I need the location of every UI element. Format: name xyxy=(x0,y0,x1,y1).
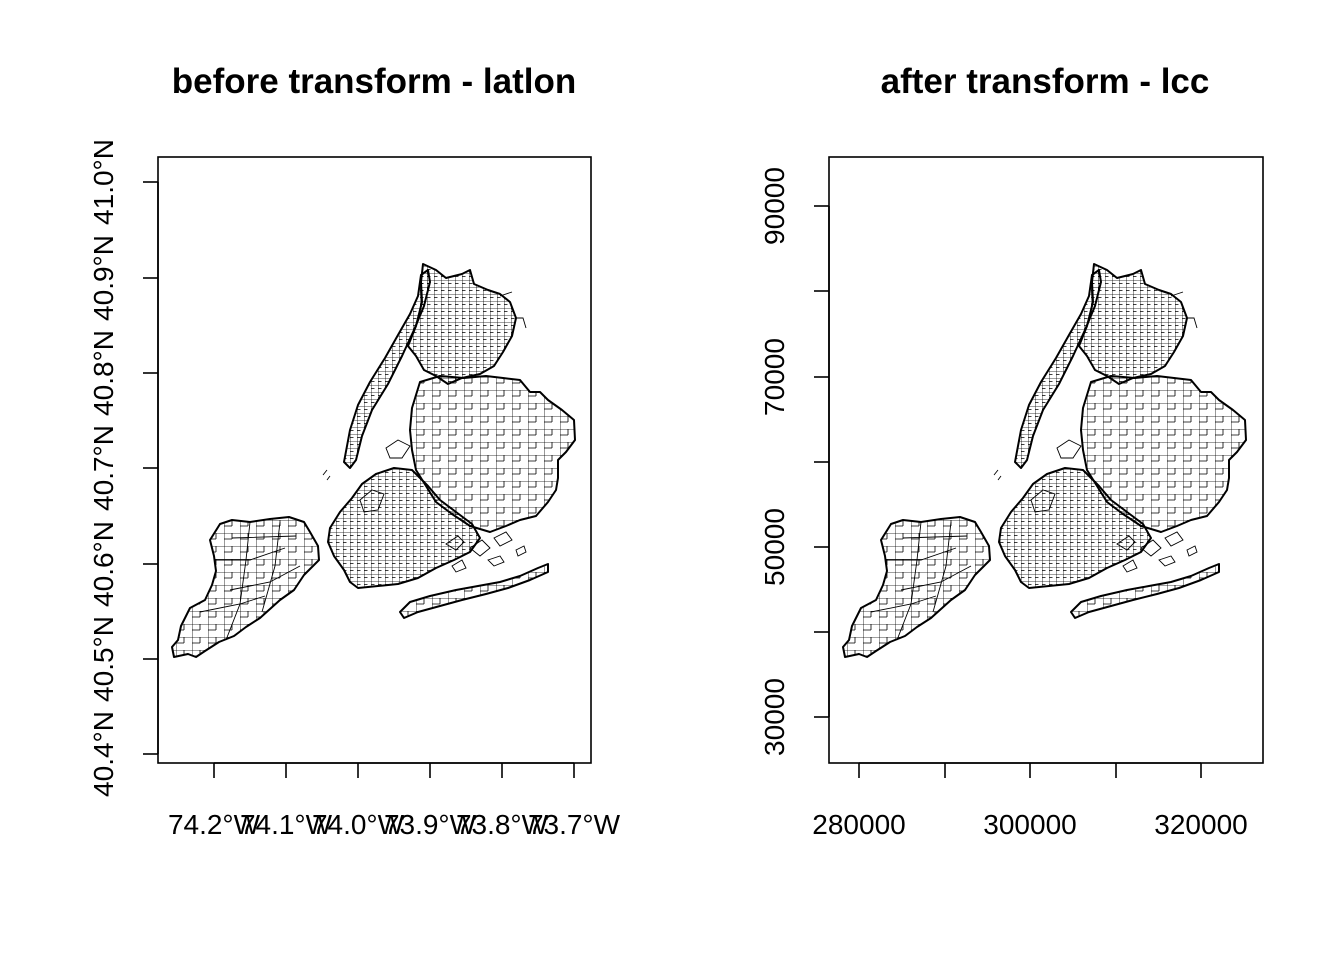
x-tick-label: 280000 xyxy=(812,809,905,840)
panel-title: after transform - lcc xyxy=(881,62,1210,101)
y-tick-label: 40.5°N xyxy=(88,616,119,702)
y-tick-label: 40.6°N xyxy=(88,521,119,607)
x-tick-label: 74.2°W xyxy=(168,809,261,840)
x-tick-label: 300000 xyxy=(983,809,1076,840)
y-tick-label: 50000 xyxy=(759,508,790,586)
y-axis: 40.4°N 40.5°N 40.6°N 40.7°N 40.8°N 40.9°… xyxy=(88,139,159,797)
y-axis: 30000 50000 70000 90000 xyxy=(759,167,830,756)
x-tick-label: 73.8°W xyxy=(456,809,549,840)
panel-title: before transform - latlon xyxy=(172,62,576,101)
panel-lcc: after transform - lcc 280000 300000 3200… xyxy=(759,62,1264,840)
y-tick-label: 40.8°N xyxy=(88,330,119,416)
x-axis: 280000 300000 320000 xyxy=(812,762,1248,840)
x-tick-label: 73.7°W xyxy=(528,809,621,840)
nyc-tract-map xyxy=(171,263,576,658)
x-tick-label: 74.0°W xyxy=(312,809,405,840)
nyc-tract-map xyxy=(842,263,1247,658)
y-tick-label: 70000 xyxy=(759,338,790,416)
y-tick-label: 40.7°N xyxy=(88,425,119,511)
y-tick-label: 30000 xyxy=(759,678,790,756)
x-tick-label: 74.1°W xyxy=(240,809,333,840)
y-tick-label: 41.0°N xyxy=(88,139,119,225)
panel-latlon: before transform - latlon 74.2°W 74.1°W … xyxy=(88,62,621,840)
y-tick-label: 40.9°N xyxy=(88,235,119,321)
x-tick-label: 320000 xyxy=(1154,809,1247,840)
y-tick-label: 40.4°N xyxy=(88,711,119,797)
x-axis: 74.2°W 74.1°W 74.0°W 73.9°W 73.8°W 73.7°… xyxy=(168,762,621,840)
x-tick-label: 73.9°W xyxy=(384,809,477,840)
y-tick-label: 90000 xyxy=(759,167,790,245)
